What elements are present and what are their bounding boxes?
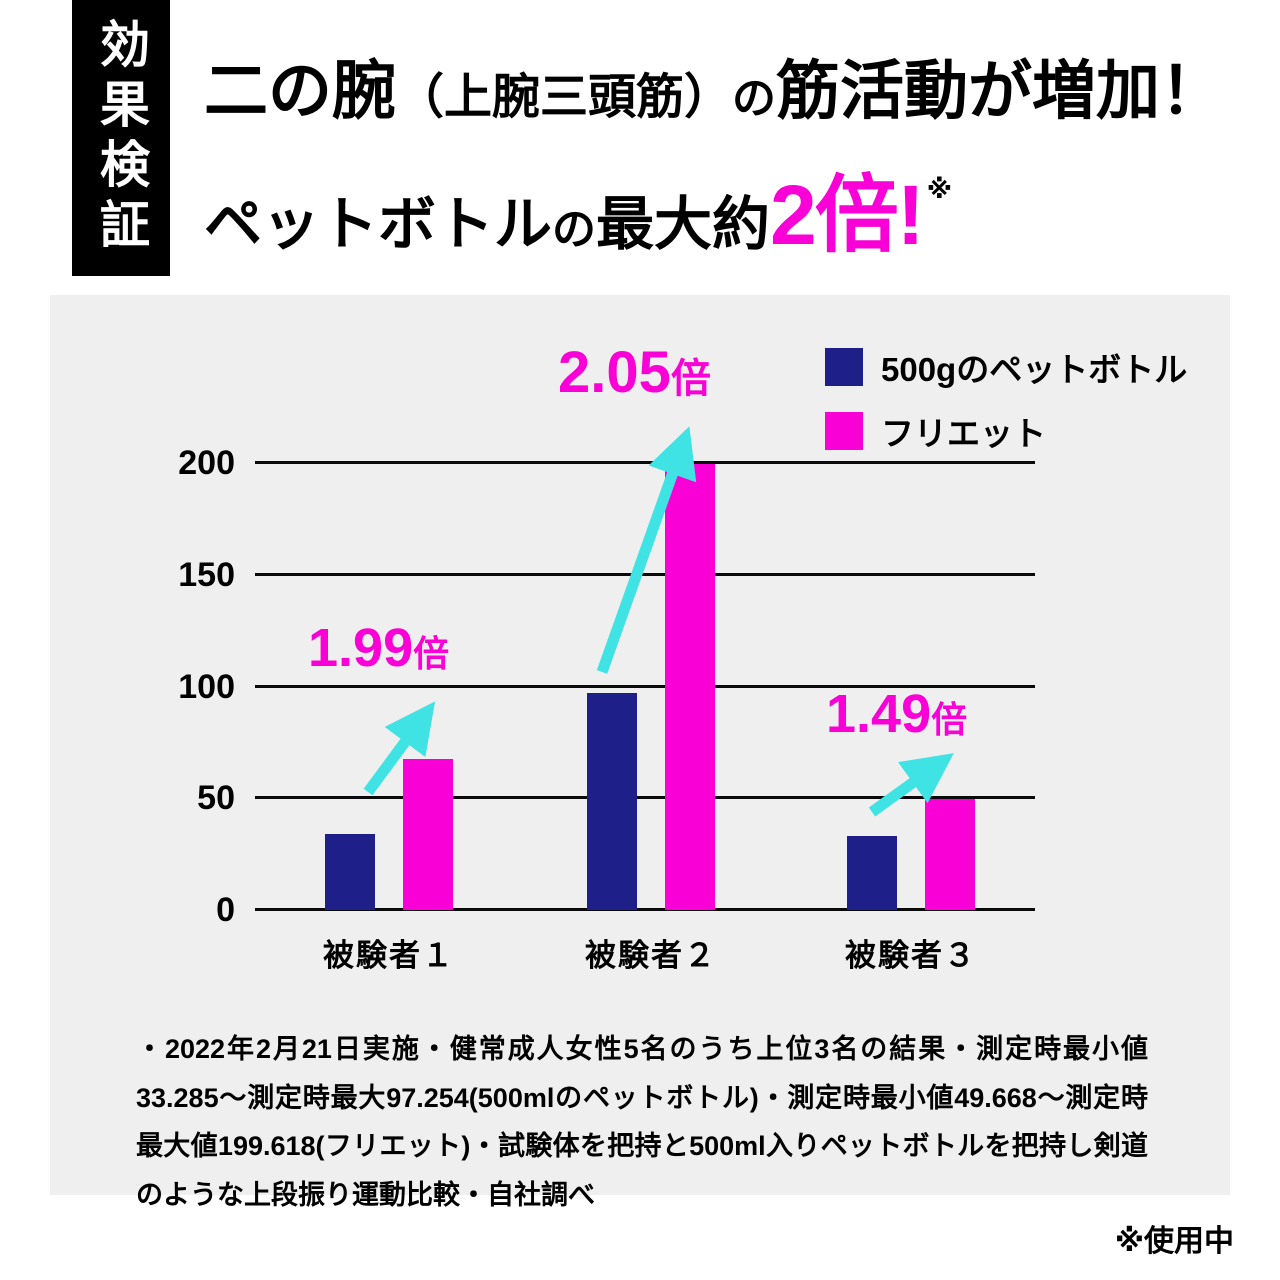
chart-legend: 500gのペットボトル フリエット: [825, 343, 1187, 471]
bar-bottle-1: [325, 834, 375, 910]
bar-friet-3: [925, 799, 975, 910]
legend-swatch-navy: [825, 348, 863, 386]
bar-friet-2: [665, 463, 715, 910]
bar-friet-1: [403, 758, 453, 910]
verification-badge: 効果検証: [72, 0, 170, 276]
legend-swatch-magenta: [825, 412, 863, 450]
y-axis-tick-0: 0: [216, 891, 235, 929]
ratio-value-subject3: 1.49: [826, 684, 932, 744]
headline-seg-no2: の: [552, 205, 597, 254]
headline-seg-max: 最大約: [596, 192, 771, 257]
legend-item-friet: フリエット: [825, 407, 1187, 455]
bar-bottle-2: [587, 692, 637, 910]
plot-area: 0 50 100 150 200 被験者１ 被験者２ 被験者３: [178, 444, 1035, 973]
x-axis-label-3: 被験者３: [845, 938, 977, 973]
ratio-value-subject1: 1.99: [308, 618, 414, 678]
x-axis-label-2: 被験者２: [585, 938, 717, 973]
gridline-100: [255, 684, 1035, 688]
y-axis-tick-200: 200: [178, 444, 235, 482]
legend-label-bottle: 500gのペットボトル: [881, 351, 1188, 388]
gridline-50: [255, 796, 1035, 800]
y-axis-tick-150: 150: [178, 555, 235, 594]
headline-ratio-highlight: 2倍!: [770, 168, 925, 262]
headline-seg-no: の: [732, 74, 777, 123]
headline: 二の腕（上腕三頭筋）の筋活動が増加！ ペットボトルの最大約2倍! ※: [204, 40, 1224, 269]
chart-panel: 500gのペットボトル フリエット 0 50 100 150 200 被験者１ 被験者２ 被験…: [50, 295, 1230, 1210]
bar-bottle-3: [847, 835, 897, 910]
headline-seg-increase: 筋活動が増加！: [776, 55, 1225, 127]
ratio-suffix-subject3: 倍: [931, 699, 968, 740]
study-footnote: ・2022年2月21日実施・健常成人女性5名のうち上位3名の結果・測定時最小値3…: [136, 1034, 1148, 1210]
headline-seg-triceps: （上腕三頭筋）: [396, 71, 733, 124]
reference-mark: ※: [926, 174, 953, 204]
headline-seg-bottle: ペットボトル: [204, 192, 553, 257]
y-axis-tick-50: 50: [197, 779, 235, 818]
headline-seg-arm: 二の腕: [204, 55, 396, 127]
ratio-annotation-subject2: 2.05倍: [558, 339, 711, 406]
ratio-annotation-subject1: 1.99倍: [308, 617, 449, 679]
y-axis-tick-100: 100: [178, 667, 235, 706]
usage-note: ※使用中: [1114, 1225, 1234, 1258]
gridline-0: [255, 908, 1035, 911]
legend-label-friet: フリエット: [881, 415, 1046, 452]
ratio-suffix-subject1: 倍: [413, 633, 450, 674]
headline-line2: ペットボトルの最大約2倍! ※: [204, 148, 1224, 269]
ratio-annotation-subject3: 1.49倍: [826, 683, 967, 745]
legend-item-bottle: 500gのペットボトル: [825, 343, 1187, 391]
gridline-150: [255, 572, 1035, 576]
ratio-value-subject2: 2.05: [558, 340, 671, 405]
ratio-suffix-subject2: 倍: [670, 357, 711, 401]
gridline-200: [255, 461, 1035, 464]
headline-line1: 二の腕（上腕三頭筋）の筋活動が増加！: [204, 40, 1224, 132]
x-axis-label-1: 被験者１: [323, 938, 455, 973]
